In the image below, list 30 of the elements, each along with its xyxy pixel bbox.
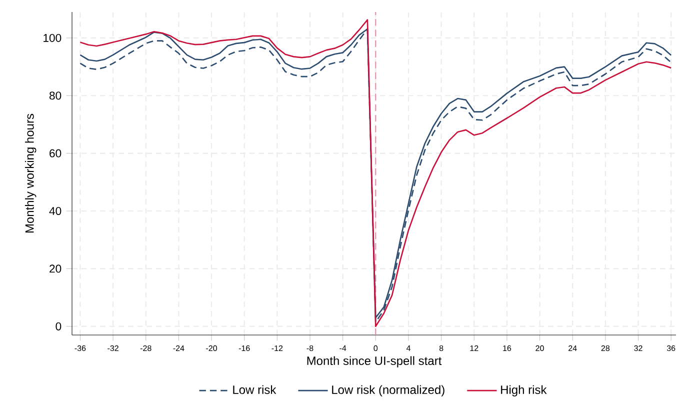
x-tick-label: -20	[206, 345, 217, 352]
x-tick-label: 0	[374, 345, 378, 352]
x-tick-label: 20	[536, 345, 544, 352]
x-tick-label: 8	[439, 345, 444, 352]
x-tick-label: 32	[634, 345, 642, 352]
y-axis-title: Monthly working hours	[25, 114, 36, 233]
y-tick-label: 80	[50, 92, 62, 100]
legend-label: Low risk (normalized)	[332, 385, 444, 396]
legend-label: High risk	[501, 385, 547, 396]
x-tick-label: 16	[503, 345, 512, 352]
y-tick-label: 40	[49, 206, 62, 215]
y-tick-label: 60	[50, 149, 62, 158]
x-tick-label: -32	[108, 345, 118, 352]
y-tick-label: 20	[50, 264, 62, 273]
x-tick-label: -16	[238, 345, 250, 352]
x-axis-title: Month since UI-spell start	[307, 356, 442, 368]
x-tick-label: 4	[406, 345, 410, 351]
x-tick-label: 28	[601, 345, 610, 352]
x-tick-label: 12	[470, 345, 478, 351]
x-tick-label: -8	[306, 345, 314, 352]
x-tick-label: -24	[173, 345, 184, 351]
x-tick-label: -36	[74, 345, 86, 352]
x-tick-label: 24	[568, 345, 577, 351]
x-tick-label: -4	[340, 345, 346, 351]
legend-label: Low risk	[233, 385, 276, 394]
x-tick-label: -28	[140, 345, 152, 352]
x-tick-label: -12	[272, 345, 283, 351]
y-tick-label: 100	[44, 34, 62, 42]
y-tick-label: 0	[56, 322, 62, 330]
x-tick-label: 36	[666, 345, 676, 352]
